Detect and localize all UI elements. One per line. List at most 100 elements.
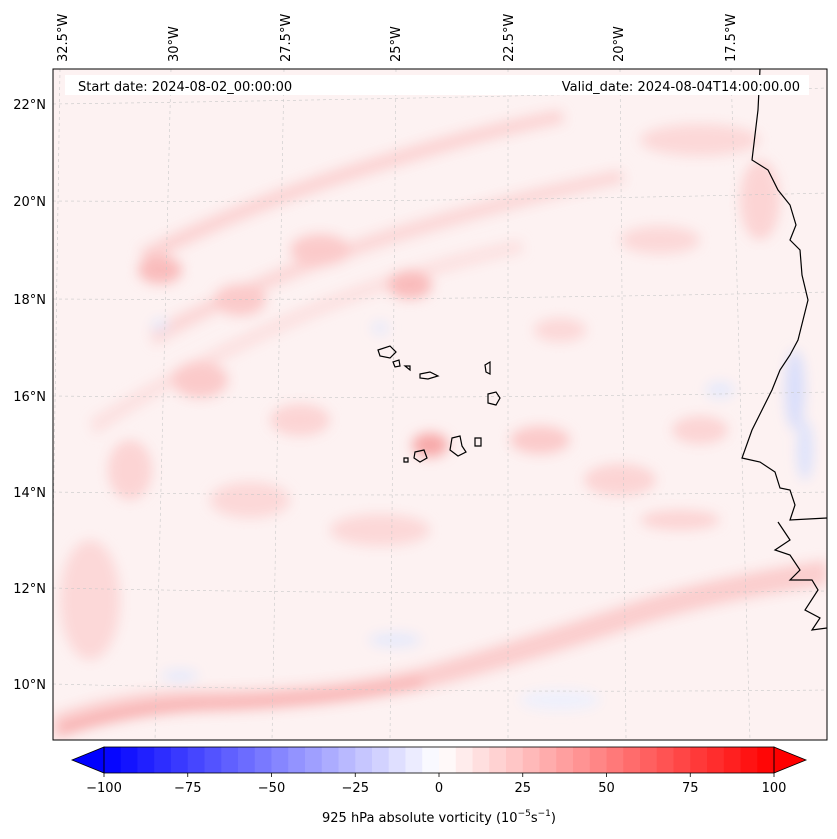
colorbar-segment xyxy=(204,747,222,773)
colorbar-segment xyxy=(640,747,658,773)
colorbar-segment xyxy=(171,747,189,773)
colorbar-segment xyxy=(723,747,742,773)
map-frame xyxy=(52,68,828,741)
island xyxy=(377,345,397,359)
colorbar-tick-label: 75 xyxy=(682,781,699,796)
colorbar-segment xyxy=(254,747,273,773)
colorbar-segment xyxy=(690,747,708,773)
colorbar-segment xyxy=(154,747,172,773)
colorbar-segment xyxy=(137,747,155,773)
lat-label: 22°N xyxy=(13,98,46,113)
vorticity-cell xyxy=(138,256,182,284)
vorticity-cell xyxy=(388,271,432,299)
lat-label: 20°N xyxy=(13,195,46,210)
vorticity-cell xyxy=(412,433,448,457)
island xyxy=(403,457,409,463)
colorbar-segment xyxy=(338,747,356,773)
colorbar-segment xyxy=(489,747,507,773)
colorbar-segment xyxy=(271,747,289,773)
vorticity-cell xyxy=(270,404,330,436)
latitude-labels: 22°N 20°N 18°N 16°N 14°N 12°N 10°N xyxy=(13,98,46,693)
colorbar-label-mid: s xyxy=(531,811,538,826)
colorbar-tick-label: 100 xyxy=(762,781,787,796)
vorticity-cell xyxy=(620,226,700,254)
vorticity-negative-cell xyxy=(797,420,813,480)
start-date-label: Start date: 2024-08-02_00:00:00 xyxy=(78,80,292,95)
vorticity-negative-cell xyxy=(520,690,600,710)
colorbar-segment xyxy=(623,747,641,773)
colorbar-segment xyxy=(305,747,323,773)
vorticity-cell xyxy=(214,284,266,316)
colorbar-tick-label: −50 xyxy=(258,781,285,796)
colorbar-segment xyxy=(120,747,139,773)
vorticity-cell xyxy=(210,482,290,518)
vorticity-band-south xyxy=(53,560,827,740)
vorticity-cell xyxy=(672,416,728,444)
vorticity-cell xyxy=(534,318,586,342)
colorbar-tick-label: −25 xyxy=(342,781,369,796)
vorticity-cell xyxy=(740,160,780,240)
lat-label: 12°N xyxy=(13,582,46,597)
valid-date-label: Valid_date: 2024-08-04T14:00:00.00 xyxy=(562,80,800,95)
vorticity-negative-cell xyxy=(152,319,168,331)
colorbar-label-suffix: ) xyxy=(551,811,556,826)
lat-label: 16°N xyxy=(13,390,46,405)
vorticity-cell xyxy=(510,426,570,454)
colorbar-segment xyxy=(522,747,541,773)
colorbar-tick-label: 0 xyxy=(435,781,443,796)
island xyxy=(449,435,467,457)
lon-label: 25°W xyxy=(389,26,404,62)
colorbar-segment xyxy=(422,747,440,773)
graticule xyxy=(53,69,827,740)
vorticity-cell xyxy=(640,124,760,156)
colorbar-segment xyxy=(757,747,775,773)
longitude-labels: 32.5°W 30°W 27.5°W 25°W 22.5°W 20°W 17.5… xyxy=(56,14,739,62)
african-coast xyxy=(741,69,827,521)
colorbar-segment xyxy=(405,747,423,773)
vorticity-streak-3 xyxy=(90,240,524,435)
colorbar-segment xyxy=(187,747,206,773)
vorticity-cell xyxy=(640,510,720,530)
colorbar-label: 925 hPa absolute vorticity (10−5s−1) xyxy=(322,809,556,826)
vorticity-negative-cell xyxy=(162,670,198,682)
vorticity-cell xyxy=(108,440,152,500)
colorbar-tick-label: −100 xyxy=(86,781,122,796)
island xyxy=(403,365,411,372)
lon-label: 32.5°W xyxy=(56,14,71,62)
vorticity-streak-1 xyxy=(140,110,565,265)
vorticity-negative-cell xyxy=(785,350,805,430)
colorbar-segment xyxy=(506,747,524,773)
colorbar-segment xyxy=(740,747,758,773)
vorticity-cell xyxy=(172,362,228,398)
island xyxy=(392,359,401,368)
colorbar: −100 −75 −50 −25 0 25 50 75 100 925 hPa absolute… xyxy=(70,746,808,826)
coastline xyxy=(741,69,827,631)
map-panel: Start date: 2024-08-02_00:00:00 Valid_da… xyxy=(53,69,827,740)
vorticity-band-south-core xyxy=(60,678,425,735)
island xyxy=(474,437,482,447)
map-background xyxy=(53,69,827,740)
colorbar-tick-label: −75 xyxy=(174,781,201,796)
lon-label: 20°W xyxy=(612,26,627,62)
colorbar-segment xyxy=(589,747,608,773)
lat-label: 18°N xyxy=(13,293,46,308)
colorbar-segment xyxy=(707,747,725,773)
colorbar-segment xyxy=(372,747,390,773)
lat-label: 10°N xyxy=(13,678,46,693)
colorbar-ticks: −100 −75 −50 −25 0 25 50 75 100 xyxy=(86,773,786,796)
colorbar-segment xyxy=(288,747,306,773)
islands xyxy=(377,345,501,463)
info-box xyxy=(65,75,809,95)
island xyxy=(419,371,440,380)
colorbar-segment xyxy=(673,747,691,773)
vorticity-cell xyxy=(330,514,430,546)
colorbar-segment xyxy=(656,747,675,773)
colorbar-segment xyxy=(455,747,474,773)
colorbar-segment xyxy=(472,747,490,773)
colorbar-segment xyxy=(439,747,457,773)
lon-label: 30°W xyxy=(167,26,182,62)
vorticity-negative-cell xyxy=(372,322,388,334)
colorbar-segment xyxy=(221,747,239,773)
vorticity-negative-cell xyxy=(369,633,421,647)
